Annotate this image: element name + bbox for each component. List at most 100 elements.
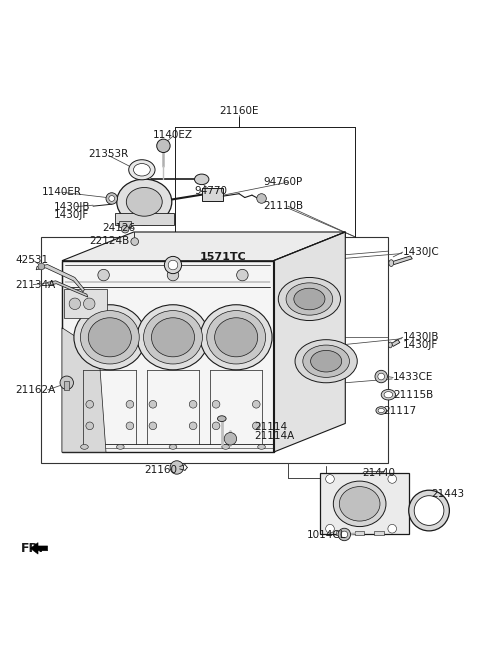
Ellipse shape bbox=[381, 390, 396, 400]
Text: 21160E: 21160E bbox=[219, 106, 259, 116]
Circle shape bbox=[86, 422, 94, 430]
Ellipse shape bbox=[278, 277, 340, 321]
Ellipse shape bbox=[339, 487, 380, 521]
Ellipse shape bbox=[286, 283, 333, 315]
Circle shape bbox=[126, 400, 134, 408]
Text: 21160: 21160 bbox=[144, 465, 177, 475]
Text: 24126: 24126 bbox=[103, 223, 136, 233]
Circle shape bbox=[189, 400, 197, 408]
Bar bbox=[64, 289, 107, 318]
Circle shape bbox=[60, 376, 73, 390]
Text: 1430JF: 1430JF bbox=[403, 340, 438, 350]
Text: 1140EZ: 1140EZ bbox=[153, 130, 193, 140]
Ellipse shape bbox=[133, 164, 150, 176]
Bar bbox=[374, 531, 384, 535]
Polygon shape bbox=[391, 340, 400, 346]
Circle shape bbox=[126, 422, 134, 430]
Circle shape bbox=[375, 370, 387, 383]
Circle shape bbox=[106, 193, 118, 204]
Ellipse shape bbox=[384, 392, 393, 398]
Ellipse shape bbox=[222, 444, 229, 450]
Ellipse shape bbox=[126, 188, 162, 216]
Bar bbox=[115, 213, 174, 225]
Polygon shape bbox=[36, 265, 84, 292]
Circle shape bbox=[212, 400, 220, 408]
Text: 94760P: 94760P bbox=[263, 177, 302, 188]
Circle shape bbox=[86, 400, 94, 408]
Bar bbox=[336, 531, 345, 535]
Text: 21353R: 21353R bbox=[88, 150, 129, 160]
Text: 42531: 42531 bbox=[15, 255, 48, 265]
Ellipse shape bbox=[194, 174, 209, 185]
Text: 21114A: 21114A bbox=[254, 431, 295, 441]
Text: 1430JB: 1430JB bbox=[53, 201, 90, 211]
Ellipse shape bbox=[117, 444, 124, 450]
Polygon shape bbox=[62, 261, 274, 452]
Circle shape bbox=[149, 422, 157, 430]
Circle shape bbox=[252, 400, 260, 408]
Circle shape bbox=[388, 525, 396, 533]
Text: 1571TC: 1571TC bbox=[199, 252, 246, 262]
Ellipse shape bbox=[80, 311, 139, 364]
Ellipse shape bbox=[207, 311, 265, 364]
Ellipse shape bbox=[303, 345, 349, 377]
Ellipse shape bbox=[388, 342, 392, 348]
Ellipse shape bbox=[378, 408, 384, 413]
Text: 22124B: 22124B bbox=[89, 235, 130, 245]
Ellipse shape bbox=[129, 160, 155, 180]
Circle shape bbox=[252, 422, 260, 430]
Ellipse shape bbox=[74, 305, 146, 370]
Bar bbox=[120, 221, 132, 227]
Circle shape bbox=[224, 432, 237, 445]
Circle shape bbox=[164, 257, 181, 273]
Ellipse shape bbox=[200, 305, 272, 370]
Bar bbox=[320, 473, 408, 535]
Text: 21162A: 21162A bbox=[15, 385, 55, 395]
Polygon shape bbox=[62, 328, 106, 452]
Polygon shape bbox=[62, 232, 345, 261]
Circle shape bbox=[168, 260, 178, 270]
Circle shape bbox=[167, 269, 179, 281]
Circle shape bbox=[149, 400, 157, 408]
Circle shape bbox=[388, 475, 396, 483]
Bar bbox=[202, 188, 223, 201]
Polygon shape bbox=[48, 281, 88, 297]
Ellipse shape bbox=[144, 311, 203, 364]
Ellipse shape bbox=[169, 444, 177, 450]
Circle shape bbox=[338, 528, 350, 541]
Polygon shape bbox=[30, 543, 48, 554]
Circle shape bbox=[131, 237, 139, 245]
Circle shape bbox=[98, 269, 109, 281]
Circle shape bbox=[157, 139, 170, 152]
Bar bbox=[64, 381, 69, 390]
Ellipse shape bbox=[137, 305, 209, 370]
Ellipse shape bbox=[81, 444, 88, 450]
Text: 1430JF: 1430JF bbox=[53, 210, 89, 220]
Bar bbox=[355, 531, 364, 535]
Ellipse shape bbox=[215, 318, 258, 357]
Ellipse shape bbox=[376, 407, 386, 414]
Circle shape bbox=[325, 475, 334, 483]
Text: 1430JC: 1430JC bbox=[403, 247, 440, 257]
Text: 21443: 21443 bbox=[432, 489, 465, 499]
Ellipse shape bbox=[333, 481, 386, 527]
Ellipse shape bbox=[258, 444, 265, 450]
Text: 21110B: 21110B bbox=[263, 201, 303, 211]
Ellipse shape bbox=[117, 179, 172, 225]
Polygon shape bbox=[392, 256, 412, 265]
Circle shape bbox=[378, 373, 384, 380]
Circle shape bbox=[212, 422, 220, 430]
Ellipse shape bbox=[311, 350, 342, 372]
Circle shape bbox=[38, 263, 45, 270]
Ellipse shape bbox=[295, 340, 357, 383]
Text: 1430JB: 1430JB bbox=[403, 332, 439, 342]
Text: 1014CL: 1014CL bbox=[307, 530, 347, 540]
Text: 1140ER: 1140ER bbox=[41, 188, 82, 198]
Bar bbox=[41, 237, 388, 463]
Circle shape bbox=[84, 298, 95, 309]
Ellipse shape bbox=[152, 318, 194, 357]
Text: 1433CE: 1433CE bbox=[393, 372, 433, 382]
Text: 21117: 21117 bbox=[384, 406, 417, 416]
Text: 21115B: 21115B bbox=[393, 390, 433, 400]
Circle shape bbox=[170, 461, 183, 474]
